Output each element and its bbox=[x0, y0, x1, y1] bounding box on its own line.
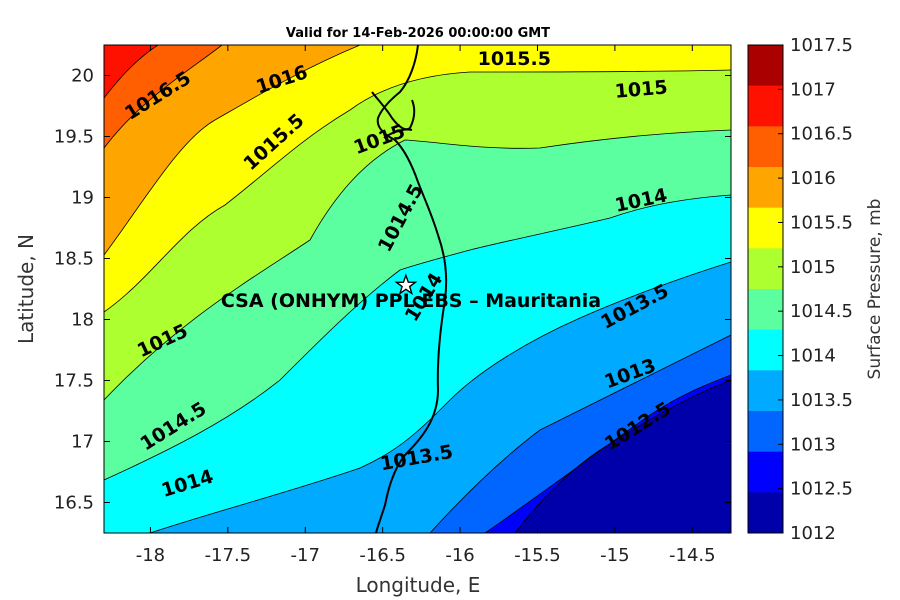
colorbar-swatch bbox=[748, 207, 783, 249]
contour-lines bbox=[104, 45, 731, 533]
colorbar-tick-label: 1017.5 bbox=[790, 35, 853, 56]
colorbar: 1017.5 1017 1016.5 1016 1015.5 1015 1014.5 1014… bbox=[747, 35, 853, 544]
colorbar-swatch bbox=[748, 492, 783, 534]
x-tick-label: -16 bbox=[445, 545, 474, 566]
y-tick-label: 20 bbox=[71, 66, 94, 87]
y-axis-label: Latitude, N bbox=[14, 234, 38, 344]
y-tick-label: 17.5 bbox=[54, 371, 94, 392]
band-1015-1015_5 bbox=[104, 70, 731, 400]
y-tick-label: 18 bbox=[71, 310, 94, 331]
colorbar-swatch bbox=[748, 248, 783, 290]
x-axis-label: Longitude, E bbox=[356, 573, 481, 597]
colorbar-tick-label: 1017 bbox=[790, 79, 836, 100]
colorbar-tick-label: 1015 bbox=[790, 257, 836, 278]
colorbar-tick-label: 1012.5 bbox=[790, 479, 853, 500]
y-tick-label: 18.5 bbox=[54, 249, 94, 270]
band-1016-1016_5 bbox=[104, 45, 360, 255]
colorbar-swatch bbox=[748, 167, 783, 209]
band-1015_5-1016 bbox=[104, 45, 731, 312]
coastline bbox=[371, 45, 448, 533]
colorbar-tick-label: 1014.5 bbox=[790, 301, 853, 322]
colorbar-swatch bbox=[748, 370, 783, 412]
band-1014_5-1015 bbox=[104, 130, 731, 480]
x-tick-label: -17.5 bbox=[205, 545, 252, 566]
colorbar-label: Surface Pressure, mb bbox=[865, 199, 885, 380]
colorbar-tick-label: 1016.5 bbox=[790, 124, 853, 145]
x-tick-label: -16.5 bbox=[359, 545, 406, 566]
band-1017-1017_5 bbox=[104, 45, 158, 98]
colorbar-tick-label: 1015.5 bbox=[790, 212, 853, 233]
x-axis: -18 -17.5 -17 -16.5 -16 -15.5 -15 -14.5 bbox=[136, 45, 716, 566]
y-axis: 20 19.5 19 18.5 18 17.5 17 16.5 bbox=[54, 66, 731, 514]
site-label: CSA (ONHYM) PPL EBS – Mauritania bbox=[221, 290, 601, 312]
x-tick-label: -17 bbox=[291, 545, 320, 566]
colorbar-swatch bbox=[748, 289, 783, 331]
band-1016_5-1017 bbox=[104, 45, 222, 148]
colorbar-swatch bbox=[748, 329, 783, 371]
plot-frame bbox=[103, 44, 732, 534]
site-marker bbox=[394, 273, 418, 296]
colorbar-tick-label: 1013 bbox=[790, 434, 836, 455]
colorbar-tick-label: 1014 bbox=[790, 346, 836, 367]
y-tick-label: 17 bbox=[71, 432, 94, 453]
y-tick-label: 19 bbox=[71, 188, 94, 209]
star-icon bbox=[394, 273, 418, 296]
x-tick-label: -18 bbox=[136, 545, 165, 566]
colorbar-tick-label: 1012 bbox=[790, 523, 836, 544]
x-tick-label: -15 bbox=[600, 545, 629, 566]
x-tick-label: -15.5 bbox=[514, 545, 561, 566]
band-1014-1014_5 bbox=[104, 195, 731, 533]
x-tick-label: -14.5 bbox=[669, 545, 716, 566]
colorbar-frame bbox=[747, 44, 784, 534]
colorbar-tick-label: 1013.5 bbox=[790, 390, 853, 411]
colorbar-swatch bbox=[748, 45, 783, 87]
y-tick-label: 19.5 bbox=[54, 127, 94, 148]
colorbar-tick-label: 1016 bbox=[790, 168, 836, 189]
contour-label: 1015 bbox=[614, 76, 669, 103]
map-title: Valid for 14-Feb-2026 00:00:00 GMT bbox=[286, 26, 550, 41]
colorbar-swatch bbox=[748, 126, 783, 168]
pressure-field bbox=[104, 45, 731, 533]
colorbar-swatch bbox=[748, 451, 783, 493]
y-tick-label: 16.5 bbox=[54, 493, 94, 514]
contour-label: 1015.5 bbox=[478, 48, 551, 70]
band-1012-1012_5 bbox=[515, 380, 731, 533]
colorbar-swatch bbox=[748, 85, 783, 127]
colorbar-swatch bbox=[748, 411, 783, 453]
